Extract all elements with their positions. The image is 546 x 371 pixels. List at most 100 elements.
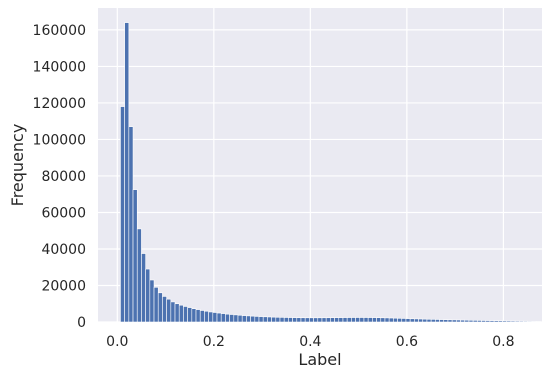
histogram-bar bbox=[267, 316, 272, 323]
histogram-bar bbox=[405, 318, 411, 323]
histogram-bar bbox=[183, 306, 188, 323]
histogram-bar bbox=[237, 314, 243, 323]
histogram-bar bbox=[443, 319, 449, 323]
x-axis-label: Label bbox=[298, 350, 341, 369]
histogram-bar bbox=[120, 106, 125, 323]
histogram-bar bbox=[292, 317, 298, 323]
x-tick-labels: 0.0 0.2 0.4 0.6 0.8 bbox=[106, 334, 514, 350]
histogram-bar bbox=[380, 317, 386, 323]
histogram-bar bbox=[250, 315, 256, 323]
x-tick-label: 0.2 bbox=[203, 334, 225, 350]
histogram-bar bbox=[313, 317, 319, 323]
histogram-bar bbox=[527, 321, 533, 323]
histogram-bar bbox=[472, 320, 478, 323]
histogram-bar bbox=[149, 279, 155, 323]
histogram-bar bbox=[136, 228, 142, 323]
histogram-bar bbox=[191, 308, 197, 323]
y-tick-labels: 0 20000 40000 60000 80000 100000 120000 140000 1… bbox=[33, 23, 86, 331]
histogram-bar bbox=[510, 320, 516, 323]
x-gridlines bbox=[116, 8, 504, 322]
histogram-bar bbox=[498, 320, 503, 323]
histogram-bar bbox=[418, 318, 424, 323]
histogram-bar bbox=[359, 317, 365, 323]
y-axis-label: Frequency bbox=[8, 124, 27, 207]
histogram-bar bbox=[481, 320, 487, 323]
histogram-bar bbox=[283, 317, 289, 323]
histogram-bar bbox=[477, 320, 482, 323]
histogram-bar bbox=[187, 307, 193, 323]
histogram-bar bbox=[384, 317, 390, 323]
histogram-bar bbox=[241, 315, 247, 323]
histogram-bar bbox=[502, 320, 508, 323]
histogram-bar bbox=[174, 303, 180, 323]
histogram-bar bbox=[220, 313, 226, 323]
histogram-bar bbox=[288, 317, 293, 323]
histogram-bar bbox=[124, 22, 130, 323]
x-tick-label: 0.6 bbox=[396, 334, 418, 350]
histogram-bar bbox=[162, 296, 167, 323]
histogram-bar bbox=[519, 320, 524, 323]
histogram-bar bbox=[325, 317, 331, 323]
histogram-bar bbox=[397, 318, 403, 323]
histogram-bar bbox=[426, 318, 432, 323]
histogram-bar bbox=[199, 310, 205, 323]
x-tick-label: 0.0 bbox=[106, 334, 128, 350]
histogram-bar bbox=[489, 320, 495, 323]
histogram-bar bbox=[170, 301, 176, 323]
histogram-bar bbox=[506, 320, 512, 323]
histogram-bar bbox=[367, 317, 373, 323]
histogram-bar bbox=[254, 316, 260, 323]
y-tick-label: 140000 bbox=[33, 59, 86, 75]
histogram-bar bbox=[296, 317, 302, 323]
histogram-bar bbox=[212, 312, 218, 323]
histogram-bar bbox=[262, 316, 268, 323]
histogram-bar bbox=[439, 319, 445, 323]
histogram-bar bbox=[342, 317, 348, 323]
histogram-bar bbox=[271, 316, 277, 323]
histogram-bar bbox=[258, 316, 264, 323]
histogram-bar bbox=[309, 317, 314, 323]
y-tick-label: 60000 bbox=[41, 205, 86, 221]
histogram-bar bbox=[317, 317, 323, 323]
plot-background bbox=[98, 8, 542, 322]
histogram-bar bbox=[351, 317, 356, 323]
histogram-bar bbox=[376, 317, 382, 323]
histogram-bar bbox=[279, 317, 285, 323]
histogram-bar bbox=[493, 320, 499, 323]
histogram-bar bbox=[153, 287, 159, 323]
histogram-bar bbox=[531, 321, 537, 323]
histogram-bar bbox=[464, 319, 470, 323]
histogram-bar bbox=[229, 314, 235, 323]
y-tick-label: 80000 bbox=[41, 169, 86, 185]
histogram-bar bbox=[208, 311, 214, 323]
histogram-bar bbox=[414, 318, 419, 323]
histogram-bar bbox=[321, 317, 327, 323]
histogram-bar bbox=[451, 319, 457, 323]
histogram-bar bbox=[225, 313, 230, 323]
x-tick-label: 0.4 bbox=[299, 334, 321, 350]
histogram-bar bbox=[363, 317, 369, 323]
histogram-bar bbox=[195, 309, 201, 323]
histogram-bar bbox=[346, 317, 352, 323]
histogram-bar bbox=[204, 310, 209, 323]
histogram-bar bbox=[338, 317, 344, 323]
histogram-bar bbox=[401, 318, 407, 323]
histogram-bar bbox=[128, 126, 134, 323]
histogram-bar bbox=[246, 315, 251, 323]
y-tick-label: 0 bbox=[77, 315, 86, 331]
histogram-bar bbox=[393, 317, 398, 323]
histogram-bar bbox=[456, 319, 461, 323]
y-tick-label: 100000 bbox=[33, 132, 86, 148]
y-tick-label: 120000 bbox=[33, 96, 86, 112]
histogram-bar bbox=[514, 320, 520, 323]
histogram-bar bbox=[145, 268, 151, 323]
histogram-bar bbox=[166, 298, 172, 323]
y-tick-label: 20000 bbox=[41, 278, 86, 294]
histogram-bar bbox=[485, 320, 491, 323]
histogram-bar bbox=[535, 321, 541, 323]
histogram-bar bbox=[233, 314, 239, 323]
y-tick-label: 40000 bbox=[41, 242, 86, 258]
histogram-bar bbox=[330, 317, 335, 323]
histogram-bar bbox=[300, 317, 306, 323]
